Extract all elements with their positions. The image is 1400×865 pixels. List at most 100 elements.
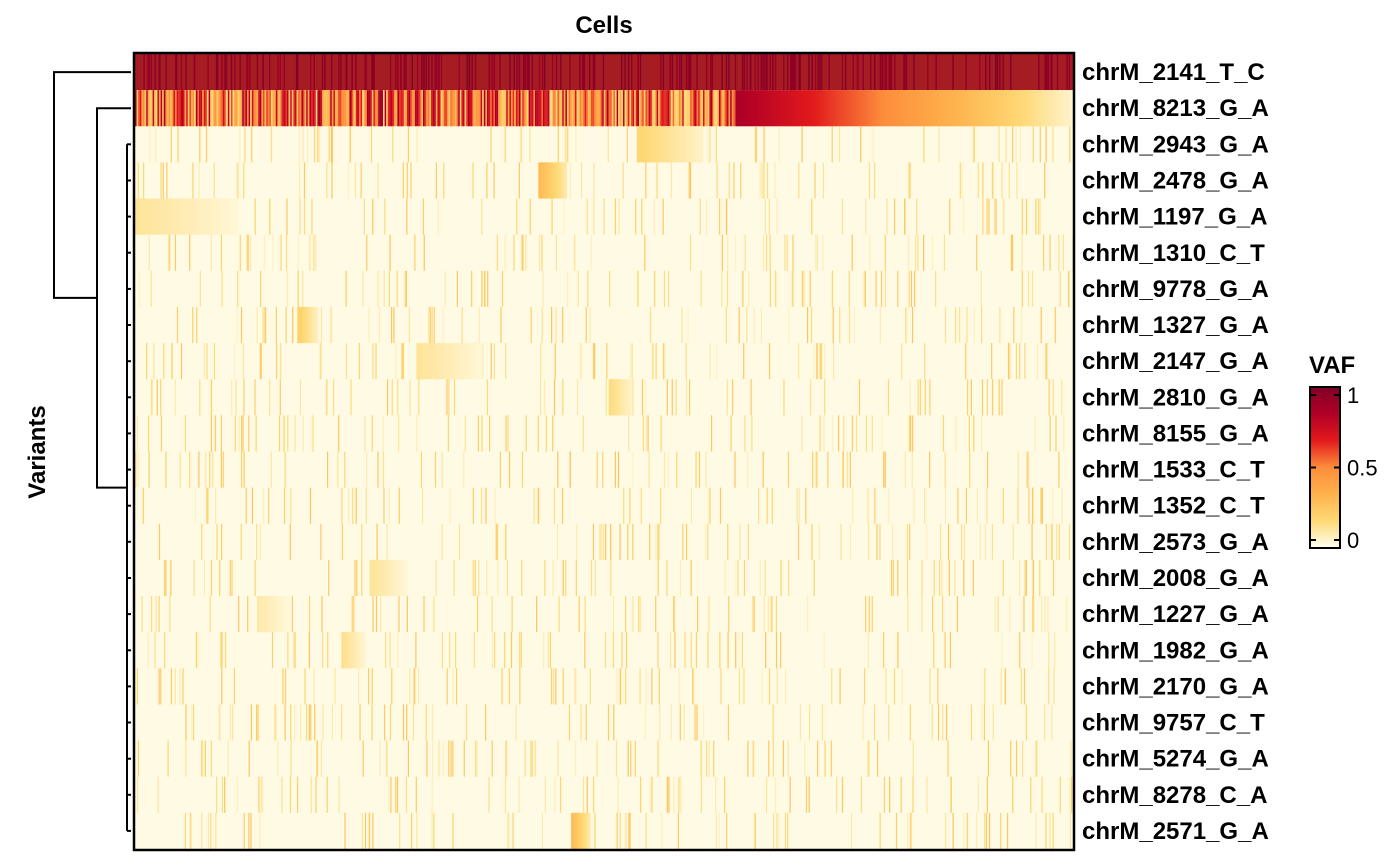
- heatmap-cell: [478, 306, 480, 344]
- heatmap-cell: [291, 90, 294, 127]
- heatmap-cell: [429, 90, 432, 127]
- heatmap-cell: [636, 126, 641, 163]
- heatmap-cell: [766, 162, 769, 199]
- heatmap-cell: [531, 54, 534, 91]
- heatmap-cell: [383, 90, 385, 127]
- heatmap-cell: [305, 704, 308, 741]
- heatmap-cell: [852, 54, 855, 91]
- heatmap-cell: [1050, 523, 1052, 560]
- heatmap-cell: [306, 306, 309, 344]
- heatmap-cell: [858, 379, 861, 416]
- heatmap-cell: [865, 596, 867, 633]
- heatmap-cell: [621, 90, 624, 127]
- heatmap-cell: [372, 343, 374, 380]
- heatmap-cell: [798, 90, 802, 127]
- heatmap-cell: [563, 198, 565, 235]
- heatmap-cell: [416, 343, 421, 380]
- heatmap-cell: [767, 596, 769, 633]
- heatmap-cell: [362, 270, 364, 307]
- heatmap-cell: [707, 632, 709, 669]
- heatmap-cell: [715, 776, 717, 813]
- heatmap-cell: [605, 379, 607, 416]
- heatmap-cell: [667, 90, 670, 127]
- heatmap-cell: [155, 126, 157, 163]
- heatmap-cell: [1005, 126, 1007, 163]
- heatmap-cell: [959, 162, 961, 199]
- heatmap-cell: [851, 415, 853, 452]
- heatmap-cell: [606, 343, 608, 380]
- heatmap-cell: [699, 126, 704, 163]
- heatmap-cell: [1059, 270, 1061, 307]
- heatmap-cell: [977, 162, 979, 199]
- heatmap-cell: [632, 451, 634, 488]
- heatmap-cell: [478, 343, 483, 380]
- heatmap-cell: [399, 90, 401, 127]
- heatmap-cell: [886, 198, 888, 235]
- heatmap-cell: [872, 126, 874, 163]
- heatmap-cell: [243, 451, 245, 488]
- heatmap-cell: [641, 198, 643, 235]
- heatmap-cell: [270, 126, 273, 163]
- heatmap-cell: [139, 270, 141, 307]
- heatmap-cell: [237, 162, 239, 199]
- heatmap-cell: [721, 54, 723, 91]
- heatmap-cell: [941, 559, 943, 597]
- heatmap-cell: [656, 90, 659, 127]
- heatmap-cell: [301, 306, 303, 344]
- heatmap-cell: [826, 90, 829, 127]
- heatmap-cell: [614, 198, 617, 235]
- heatmap-cell: [170, 90, 172, 127]
- heatmap-cell: [671, 54, 674, 91]
- heatmap-cell: [804, 740, 806, 777]
- heatmap-cell: [298, 306, 300, 344]
- heatmap-cell: [740, 162, 742, 199]
- heatmap-cell: [539, 90, 542, 127]
- heatmap-cell: [287, 90, 289, 127]
- heatmap-cell: [197, 90, 200, 127]
- heatmap-cell: [481, 415, 483, 452]
- heatmap-cell: [637, 90, 640, 127]
- heatmap-cell: [750, 54, 752, 91]
- heatmap-cell: [677, 812, 680, 849]
- heatmap-cell: [731, 379, 734, 416]
- heatmap-cell: [801, 126, 803, 163]
- heatmap-cell: [472, 343, 477, 380]
- heatmap-cell: [582, 415, 584, 452]
- heatmap-cell: [778, 126, 780, 163]
- heatmap-cell: [538, 54, 541, 91]
- heatmap-cell: [689, 54, 692, 91]
- heatmap-cell: [301, 306, 304, 344]
- heatmap-cell: [996, 54, 999, 91]
- heatmap-cell: [775, 90, 779, 127]
- heatmap-cell: [868, 162, 870, 199]
- heatmap-cell: [431, 306, 433, 344]
- heatmap-cell: [965, 487, 968, 524]
- heatmap-cell: [145, 198, 152, 235]
- heatmap-cell: [555, 54, 558, 91]
- heatmap-cell: [557, 90, 560, 127]
- heatmap-cell: [586, 198, 588, 235]
- heatmap-cell: [830, 740, 832, 777]
- heatmap-cell: [543, 90, 545, 127]
- heatmap-cell: [575, 126, 577, 163]
- heatmap-cell: [945, 812, 947, 849]
- heatmap-cell: [891, 523, 894, 560]
- heatmap-cell: [254, 559, 256, 597]
- heatmap-cell: [663, 451, 666, 488]
- heatmap-cell: [637, 54, 639, 91]
- heatmap-cell: [588, 812, 591, 849]
- heatmap-cell: [283, 596, 286, 633]
- heatmap-cell: [758, 90, 762, 127]
- heatmap-cell: [933, 559, 935, 597]
- heatmap-cell: [1049, 415, 1051, 452]
- heatmap-cell: [493, 632, 496, 669]
- heatmap-cell: [648, 90, 651, 127]
- heatmap-cell: [505, 523, 507, 560]
- heatmap-cell: [935, 270, 937, 307]
- heatmap-cell: [277, 54, 279, 91]
- heatmap-cell: [997, 90, 1000, 127]
- heatmap-cell: [730, 415, 732, 452]
- heatmap-cell: [589, 90, 592, 127]
- heatmap-cell: [215, 90, 217, 127]
- heatmap-cell: [575, 668, 577, 705]
